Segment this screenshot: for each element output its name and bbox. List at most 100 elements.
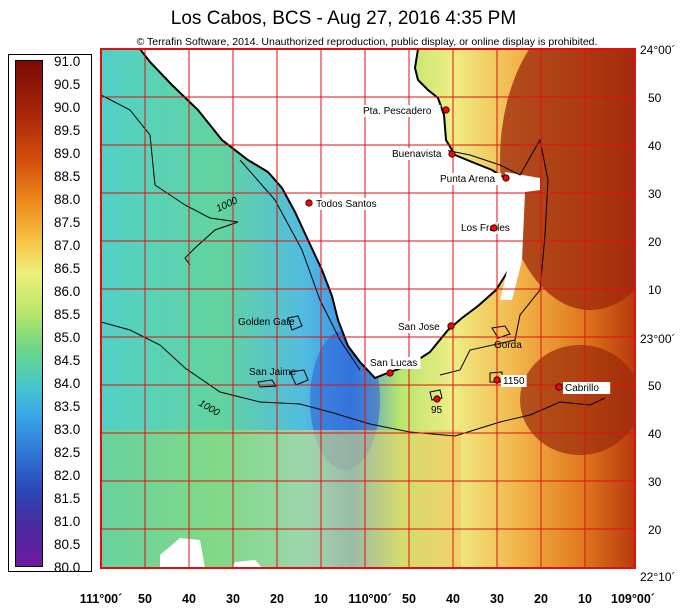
contour-shelf-east xyxy=(439,138,549,376)
red-dot-icon xyxy=(490,224,498,232)
legend-tick-label: 84.5 xyxy=(54,353,81,368)
cloud-patch-east xyxy=(500,172,540,300)
contour-1000-north xyxy=(101,94,239,266)
legend-tick-label: 83.5 xyxy=(54,399,81,414)
place-san-jaime: San Jaime xyxy=(249,367,297,378)
legend-tick-label: 81.5 xyxy=(54,491,81,506)
legend-tick-label: 81.0 xyxy=(54,514,81,529)
seamount-golden-gate xyxy=(287,315,303,331)
lat-label: 50 xyxy=(648,379,662,393)
legend-color-bar xyxy=(15,60,43,567)
place-name: San Lucas xyxy=(370,358,417,369)
place-name: Los Frailes xyxy=(461,223,510,234)
red-dot-icon xyxy=(493,376,501,384)
legend-tick-label: 86.5 xyxy=(54,261,81,276)
place-labels: Pta. Pescadero Buenavista Punta Arena Todos… xyxy=(197,105,611,419)
lon-label: 30 xyxy=(490,592,504,606)
place-name: Gorda xyxy=(494,340,522,351)
lat-label: 40 xyxy=(648,427,662,441)
place-san-lucas: San Lucas xyxy=(368,357,421,377)
label-background xyxy=(438,173,502,185)
legend-tick-label: 85.5 xyxy=(54,307,81,322)
warm-area-east xyxy=(500,49,635,310)
place-cabrillo: Cabrillo xyxy=(555,382,611,394)
contour-1000-south xyxy=(101,321,606,437)
place-punta-arena: Punta Arena xyxy=(438,173,510,185)
lon-label: 20 xyxy=(270,592,284,606)
lat-label: 30 xyxy=(648,187,662,201)
legend-tick-label: 89.5 xyxy=(54,123,81,138)
lon-label: 110°00´ xyxy=(348,592,391,606)
red-dot-icon xyxy=(447,322,455,330)
lat-label: 30 xyxy=(648,475,662,489)
place-golden-gate: Golden Gate xyxy=(238,317,295,328)
warm-area-south xyxy=(520,345,635,455)
southern-waters xyxy=(101,430,461,568)
place-name: San Jose xyxy=(398,322,440,333)
legend-tick-label: 85.0 xyxy=(54,330,81,345)
lon-label: 10 xyxy=(578,592,592,606)
place-1150: 1150 xyxy=(493,375,527,387)
lon-label: 50 xyxy=(402,592,416,606)
red-dot-icon xyxy=(555,383,563,391)
place-95: 95 xyxy=(431,395,443,416)
place-name: Punta Arena xyxy=(440,174,495,185)
place-name: Todos Santos xyxy=(316,199,377,210)
label-background xyxy=(563,382,611,394)
seamount-gorda xyxy=(491,325,511,339)
place-buenavista: Buenavista xyxy=(390,148,456,160)
red-dot-icon xyxy=(386,369,394,377)
cloud-patch-south-2 xyxy=(232,560,262,568)
place-los-frailes: Los Frailes xyxy=(459,222,523,234)
lat-label: 23°00´ xyxy=(640,332,676,346)
place-pta-pescadero: Pta. Pescadero xyxy=(361,105,450,117)
red-dot-icon xyxy=(448,150,456,158)
lon-label: 111°00´ xyxy=(80,592,123,606)
legend-tick-label: 88.0 xyxy=(54,192,81,207)
lat-label: 22°10´ xyxy=(640,570,676,584)
legend-tick-label: 82.5 xyxy=(54,445,81,460)
label-background xyxy=(390,148,448,160)
place-name: Cabrillo xyxy=(565,383,599,394)
lon-label: 40 xyxy=(182,592,196,606)
lat-label: 40 xyxy=(648,139,662,153)
lon-label: 40 xyxy=(446,592,460,606)
place-san-jose: San Jose xyxy=(396,321,455,333)
place-name: 1150 xyxy=(503,376,525,387)
legend-tick-label: 83.0 xyxy=(54,422,81,437)
red-dot-icon xyxy=(305,199,313,207)
lon-label: 20 xyxy=(534,592,548,606)
place-name: 95 xyxy=(431,405,443,416)
temperature-legend: 91.0 90.5 90.0 89.5 89.0 88.5 88.0 87.5 87.0 86.5… xyxy=(8,54,92,575)
copyright-notice: © Terrafin Software, 2014. Unauthorized … xyxy=(136,36,598,48)
land-peninsula xyxy=(138,49,523,380)
red-dot-icon xyxy=(502,174,510,182)
page-title: Los Cabos, BCS - Aug 27, 2016 4:35 PM xyxy=(170,8,517,29)
label-background xyxy=(501,375,527,387)
legend-tick-label: 80.0 xyxy=(54,560,81,575)
lon-label: 30 xyxy=(226,592,240,606)
legend-tick-label: 91.0 xyxy=(54,54,81,69)
lat-label: 50 xyxy=(648,91,662,105)
label-background xyxy=(314,198,383,210)
lon-label: 50 xyxy=(138,592,152,606)
place-gorda: Gorda xyxy=(494,340,522,351)
lon-label: 10 xyxy=(314,592,328,606)
legend-tick-label: 84.0 xyxy=(54,376,81,391)
legend-tick-label: 87.5 xyxy=(54,215,81,230)
label-background xyxy=(361,105,441,117)
lat-label: 10 xyxy=(648,283,662,297)
label-background xyxy=(396,321,444,333)
cloud-patch-south xyxy=(160,538,205,568)
red-dot-icon xyxy=(433,395,441,403)
lat-label: 24°00´ xyxy=(640,43,676,57)
legend-tick-label: 88.5 xyxy=(54,169,81,184)
lat-label: 20 xyxy=(648,235,662,249)
axis-labels: 111°00´ 50 40 30 20 10 110°00´ 50 40 30 20 10 109°00… xyxy=(80,43,676,606)
legend-tick-label: 82.0 xyxy=(54,468,81,483)
red-dot-icon xyxy=(442,106,450,114)
legend-tick-label: 89.0 xyxy=(54,146,81,161)
label-background xyxy=(368,357,421,369)
map-frame xyxy=(100,48,636,569)
